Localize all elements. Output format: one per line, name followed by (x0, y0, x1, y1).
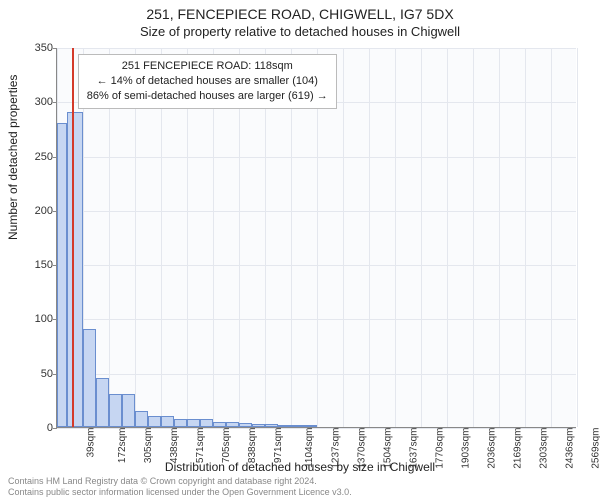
y-axis-label: Number of detached properties (6, 75, 20, 240)
histogram-bar (83, 329, 96, 427)
histogram-bar (291, 425, 304, 427)
chart-area: 05010015020025030035039sqm172sqm305sqm43… (56, 48, 576, 428)
ytick-label: 150 (23, 259, 53, 271)
gridline-vertical (473, 48, 474, 427)
legend-line: 251 FENCEPIECE ROAD: 118sqm (87, 59, 328, 74)
page-title: 251, FENCEPIECE ROAD, CHIGWELL, IG7 5DX (0, 0, 600, 22)
histogram-bar (252, 424, 265, 427)
gridline-vertical (369, 48, 370, 427)
gridline-vertical (525, 48, 526, 427)
gridline-vertical (395, 48, 396, 427)
histogram-bar (67, 112, 83, 427)
xtick-label: 39sqm (86, 428, 97, 458)
property-marker-line (72, 48, 74, 427)
histogram-bar (226, 422, 239, 427)
histogram-bar (187, 419, 200, 427)
histogram-bar (213, 422, 226, 427)
x-axis-label: Distribution of detached houses by size … (0, 460, 600, 474)
histogram-bar (161, 416, 174, 427)
histogram-bar (200, 419, 213, 427)
xtick-label: 971sqm (273, 428, 284, 464)
xtick-label: 172sqm (117, 428, 128, 464)
footer-attribution: Contains HM Land Registry data © Crown c… (8, 476, 352, 498)
histogram-bar (239, 423, 252, 427)
histogram-bar (135, 411, 148, 427)
histogram-bar (278, 425, 291, 427)
histogram-bar (57, 123, 67, 427)
gridline-vertical (343, 48, 344, 427)
xtick-label: 305sqm (143, 428, 154, 464)
xtick-label: 838sqm (247, 428, 258, 464)
histogram-bar (96, 378, 109, 427)
histogram-bar (109, 394, 122, 427)
footer-line-2: Contains public sector information licen… (8, 487, 352, 498)
gridline-vertical (551, 48, 552, 427)
ytick-label: 0 (23, 422, 53, 434)
ytick-label: 50 (23, 368, 53, 380)
ytick-label: 200 (23, 205, 53, 217)
ytick-label: 350 (23, 42, 53, 54)
gridline-vertical (421, 48, 422, 427)
xtick-label: 571sqm (195, 428, 206, 464)
histogram-bar (174, 419, 187, 427)
gridline-vertical (447, 48, 448, 427)
chart-container: 251, FENCEPIECE ROAD, CHIGWELL, IG7 5DX … (0, 0, 600, 500)
ytick-label: 250 (23, 151, 53, 163)
xtick-label: 705sqm (221, 428, 232, 464)
legend-box: 251 FENCEPIECE ROAD: 118sqm← 14% of deta… (78, 54, 337, 109)
histogram-bar (304, 425, 317, 427)
histogram-bar (148, 416, 161, 427)
histogram-bar (265, 424, 278, 427)
ytick-label: 100 (23, 313, 53, 325)
legend-line: ← 14% of detached houses are smaller (10… (87, 74, 328, 89)
gridline-vertical (577, 48, 578, 427)
page-subtitle: Size of property relative to detached ho… (0, 22, 600, 39)
gridline-horizontal (57, 428, 576, 429)
xtick-label: 438sqm (169, 428, 180, 464)
ytick-label: 300 (23, 96, 53, 108)
gridline-vertical (499, 48, 500, 427)
plot-area: 05010015020025030035039sqm172sqm305sqm43… (56, 48, 576, 428)
histogram-bar (122, 394, 135, 427)
ytick-mark (53, 428, 57, 429)
footer-line-1: Contains HM Land Registry data © Crown c… (8, 476, 352, 487)
legend-line: 86% of semi-detached houses are larger (… (87, 89, 328, 104)
